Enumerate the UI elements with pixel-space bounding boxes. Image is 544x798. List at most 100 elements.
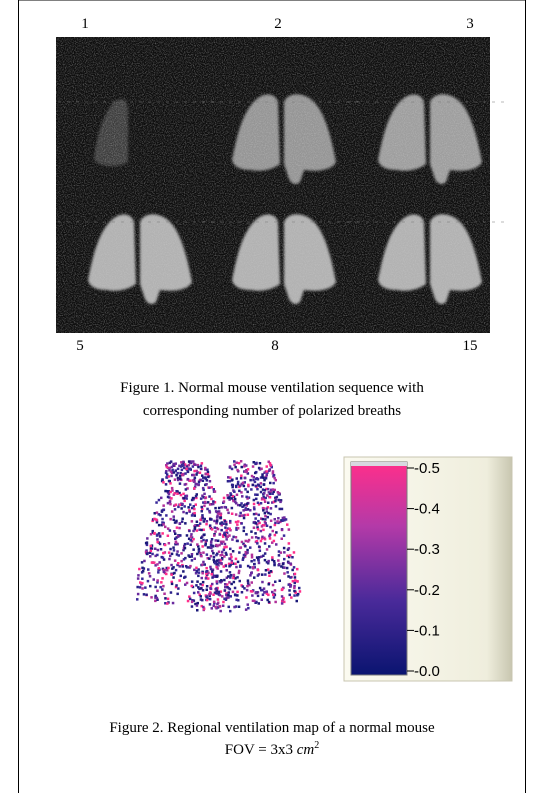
pixel — [197, 574, 200, 578]
pixel — [224, 598, 228, 601]
pixel — [193, 568, 196, 572]
pixel — [176, 592, 179, 596]
pixel — [200, 587, 203, 590]
pixel — [153, 517, 156, 521]
pixel — [165, 572, 168, 576]
pixel — [169, 490, 172, 494]
pixel — [247, 496, 251, 499]
pixel — [285, 566, 289, 570]
pixel — [236, 483, 240, 486]
pixel — [162, 558, 166, 561]
pixel — [229, 519, 232, 523]
pixel — [202, 605, 205, 609]
pixel — [208, 503, 212, 506]
pixel — [151, 529, 154, 533]
pixel — [187, 537, 191, 540]
pixel — [136, 585, 139, 589]
pixel — [170, 486, 174, 490]
pixel — [258, 556, 261, 559]
pixel — [190, 506, 194, 510]
pixel — [166, 569, 169, 572]
pixel — [213, 591, 217, 594]
pixel — [205, 598, 209, 602]
pixel — [166, 462, 169, 465]
pixel — [273, 563, 276, 567]
pixel — [273, 533, 277, 537]
pixel — [288, 589, 291, 592]
pixel — [237, 571, 241, 575]
pixel — [182, 460, 185, 464]
pixel — [177, 562, 180, 565]
pixel — [181, 565, 184, 568]
pixel — [272, 560, 276, 563]
pixel — [227, 511, 230, 515]
pixel — [162, 508, 165, 512]
pixel — [209, 517, 212, 521]
pixel — [254, 601, 257, 604]
pixel — [238, 551, 241, 554]
pixel — [194, 572, 198, 575]
pixel — [214, 510, 218, 513]
pixel — [222, 535, 225, 538]
pixel — [226, 508, 229, 512]
pixel — [262, 528, 265, 532]
pixel — [194, 503, 197, 506]
pixel — [246, 513, 250, 516]
pixel — [287, 583, 290, 586]
pixel — [217, 601, 220, 604]
pixel — [215, 519, 219, 523]
pixel — [178, 526, 181, 530]
pixel — [141, 587, 144, 590]
pixel — [201, 479, 205, 482]
pixel — [219, 522, 222, 525]
pixel — [180, 468, 184, 472]
pixel — [207, 475, 210, 479]
pixel — [264, 522, 267, 525]
pixel — [273, 488, 276, 492]
pixel — [287, 561, 290, 565]
pixel — [269, 507, 273, 510]
pixel — [263, 558, 267, 562]
pixel — [215, 521, 218, 524]
pixel — [296, 567, 299, 571]
pixel — [170, 563, 173, 567]
pixel — [260, 537, 264, 540]
pixel — [183, 463, 187, 466]
pixel — [234, 593, 237, 597]
pixel — [172, 549, 176, 552]
pixel — [160, 523, 164, 527]
frame-label: 3 — [466, 16, 474, 32]
pixel — [193, 469, 196, 473]
pixel — [144, 586, 147, 589]
pixel — [165, 473, 169, 476]
pixel — [173, 504, 176, 507]
pixel — [182, 464, 185, 467]
pixel — [218, 580, 221, 583]
pixel — [199, 467, 203, 470]
pixel — [216, 552, 219, 555]
pixel — [283, 519, 286, 522]
pixel — [168, 529, 172, 532]
pixel — [243, 463, 246, 466]
pixel — [273, 593, 277, 597]
pixel — [225, 593, 228, 597]
pixel — [257, 602, 260, 605]
pixel — [244, 539, 247, 543]
pixel — [214, 575, 217, 578]
pixel — [264, 569, 268, 572]
pixel — [174, 541, 178, 544]
pixel — [165, 514, 168, 517]
pixel — [166, 597, 170, 601]
pixel — [201, 563, 204, 566]
pixel — [154, 594, 157, 598]
pixel — [291, 556, 294, 559]
pixel — [183, 499, 186, 503]
pixel — [260, 497, 264, 500]
pixel — [252, 502, 256, 506]
pixel — [255, 497, 258, 501]
pixel — [143, 559, 146, 563]
pixel — [188, 509, 191, 512]
pixel — [205, 572, 208, 575]
pixel — [217, 512, 220, 515]
pixel — [264, 475, 268, 479]
